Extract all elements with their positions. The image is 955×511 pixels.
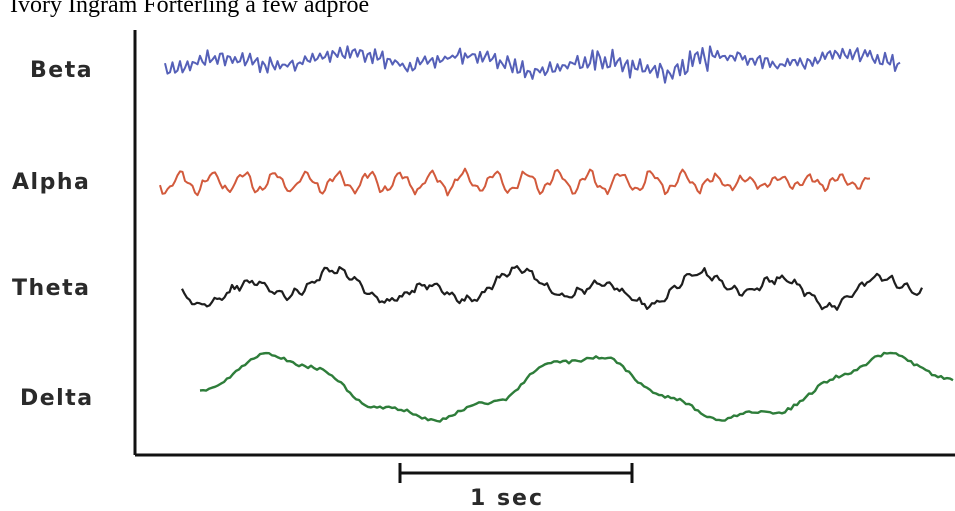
wave-label-alpha: Alpha	[12, 170, 91, 195]
wave-label-theta: Theta	[12, 276, 91, 301]
time-scale-label: 1 sec	[470, 486, 545, 511]
beta-wave-trace	[164, 45, 901, 84]
time-scale-bar	[398, 463, 634, 483]
wave-label-beta: Beta	[30, 58, 94, 83]
top-caption-partial: Ivory Ingram Forterling a few adproe	[10, 0, 370, 18]
alpha-wave-trace	[159, 167, 871, 197]
theta-wave-trace	[181, 265, 923, 311]
delta-wave-trace	[199, 351, 954, 423]
wave-label-delta: Delta	[20, 386, 94, 411]
